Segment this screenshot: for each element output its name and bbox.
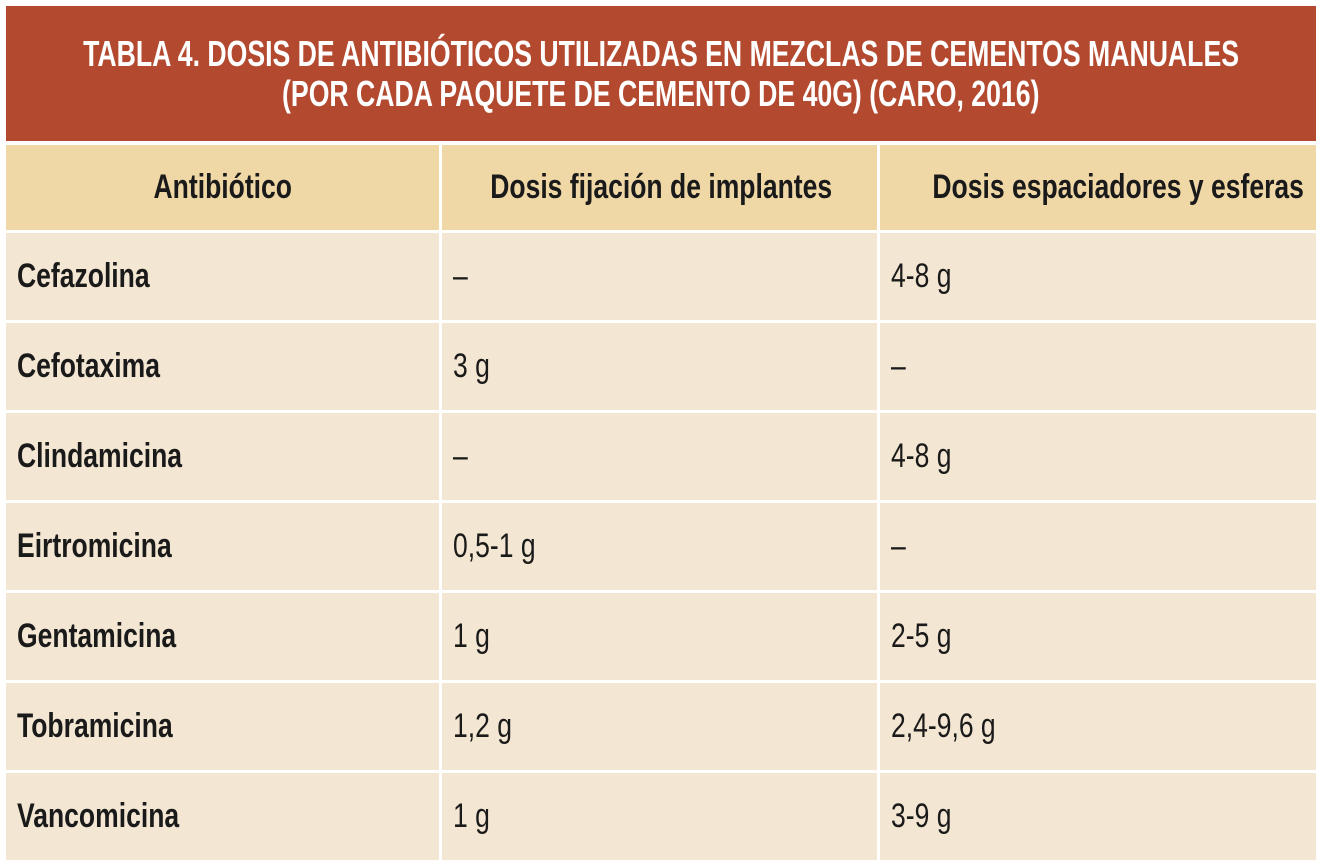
header-row: Antibiótico Dosis fijación de implantes … bbox=[6, 145, 1316, 233]
implant-dose-cell: 0,5-1 g bbox=[442, 503, 880, 593]
antibiotic-dosage-table: Antibiótico Dosis fijación de implantes … bbox=[6, 145, 1316, 863]
spacer-dose-cell: 4-8 g bbox=[880, 233, 1316, 323]
implant-dose-cell: 1 g bbox=[442, 593, 880, 683]
spacer-dose: 4-8 g bbox=[891, 437, 952, 475]
antibiotic-name-cell: Cefazolina bbox=[6, 233, 442, 323]
header-label: Dosis espaciadores y esferas bbox=[932, 168, 1304, 206]
table-title-line-2: (POR CADA PAQUETE DE CEMENTO DE 40G) (CA… bbox=[282, 72, 1040, 114]
implant-dose: 1,2 g bbox=[453, 707, 512, 745]
spacer-dose: – bbox=[891, 347, 906, 385]
implant-dose: 1 g bbox=[453, 617, 490, 655]
header-label: Dosis fijación de implantes bbox=[490, 168, 833, 206]
antibiotic-name: Clindamicina bbox=[17, 437, 183, 475]
table-title-line-1: TABLA 4. DOSIS DE ANTIBIÓTICOS UTILIZADA… bbox=[83, 32, 1239, 74]
antibiotic-name: Tobramicina bbox=[17, 707, 173, 745]
spacer-dose: – bbox=[891, 527, 906, 565]
spacer-dose: 4-8 g bbox=[891, 257, 952, 295]
antibiotic-name-cell: Clindamicina bbox=[6, 413, 442, 503]
antibiotic-name: Cefazolina bbox=[17, 257, 150, 295]
table-row: Cefotaxima 3 g – bbox=[6, 323, 1316, 413]
column-header-antibiotic: Antibiótico bbox=[6, 145, 442, 233]
table-title-banner: TABLA 4. DOSIS DE ANTIBIÓTICOS UTILIZADA… bbox=[6, 6, 1316, 141]
table-row: Cefazolina – 4-8 g bbox=[6, 233, 1316, 323]
antibiotic-name-cell: Vancomicina bbox=[6, 773, 442, 863]
implant-dose-cell: 1 g bbox=[442, 773, 880, 863]
column-header-implant-dose: Dosis fijación de implantes bbox=[442, 145, 880, 233]
table-row: Tobramicina 1,2 g 2,4-9,6 g bbox=[6, 683, 1316, 773]
implant-dose: 1 g bbox=[453, 797, 490, 835]
spacer-dose-cell: 2-5 g bbox=[880, 593, 1316, 683]
spacer-dose: 3-9 g bbox=[891, 797, 952, 835]
antibiotic-name-cell: Eirtromicina bbox=[6, 503, 442, 593]
spacer-dose-cell: 3-9 g bbox=[880, 773, 1316, 863]
antibiotic-name-cell: Gentamicina bbox=[6, 593, 442, 683]
dosage-table-figure: TABLA 4. DOSIS DE ANTIBIÓTICOS UTILIZADA… bbox=[6, 6, 1316, 863]
table-row: Eirtromicina 0,5-1 g – bbox=[6, 503, 1316, 593]
antibiotic-name-cell: Cefotaxima bbox=[6, 323, 442, 413]
spacer-dose-cell: – bbox=[880, 503, 1316, 593]
header-label: Antibiótico bbox=[153, 168, 292, 206]
column-header-spacer-dose: Dosis espaciadores y esferas bbox=[880, 145, 1316, 233]
antibiotic-name: Eirtromicina bbox=[17, 527, 172, 565]
antibiotic-name: Cefotaxima bbox=[17, 347, 160, 385]
implant-dose: 3 g bbox=[453, 347, 490, 385]
spacer-dose-cell: 2,4-9,6 g bbox=[880, 683, 1316, 773]
implant-dose: – bbox=[453, 437, 468, 475]
implant-dose-cell: – bbox=[442, 413, 880, 503]
antibiotic-name: Vancomicina bbox=[17, 797, 180, 835]
table-row: Clindamicina – 4-8 g bbox=[6, 413, 1316, 503]
spacer-dose-cell: – bbox=[880, 323, 1316, 413]
implant-dose-cell: 1,2 g bbox=[442, 683, 880, 773]
table-row: Vancomicina 1 g 3-9 g bbox=[6, 773, 1316, 863]
implant-dose-cell: – bbox=[442, 233, 880, 323]
spacer-dose: 2,4-9,6 g bbox=[891, 707, 996, 745]
implant-dose: – bbox=[453, 257, 468, 295]
table-row: Gentamicina 1 g 2-5 g bbox=[6, 593, 1316, 683]
implant-dose-cell: 3 g bbox=[442, 323, 880, 413]
antibiotic-name-cell: Tobramicina bbox=[6, 683, 442, 773]
implant-dose: 0,5-1 g bbox=[453, 527, 536, 565]
antibiotic-name: Gentamicina bbox=[17, 617, 177, 655]
spacer-dose: 2-5 g bbox=[891, 617, 952, 655]
spacer-dose-cell: 4-8 g bbox=[880, 413, 1316, 503]
